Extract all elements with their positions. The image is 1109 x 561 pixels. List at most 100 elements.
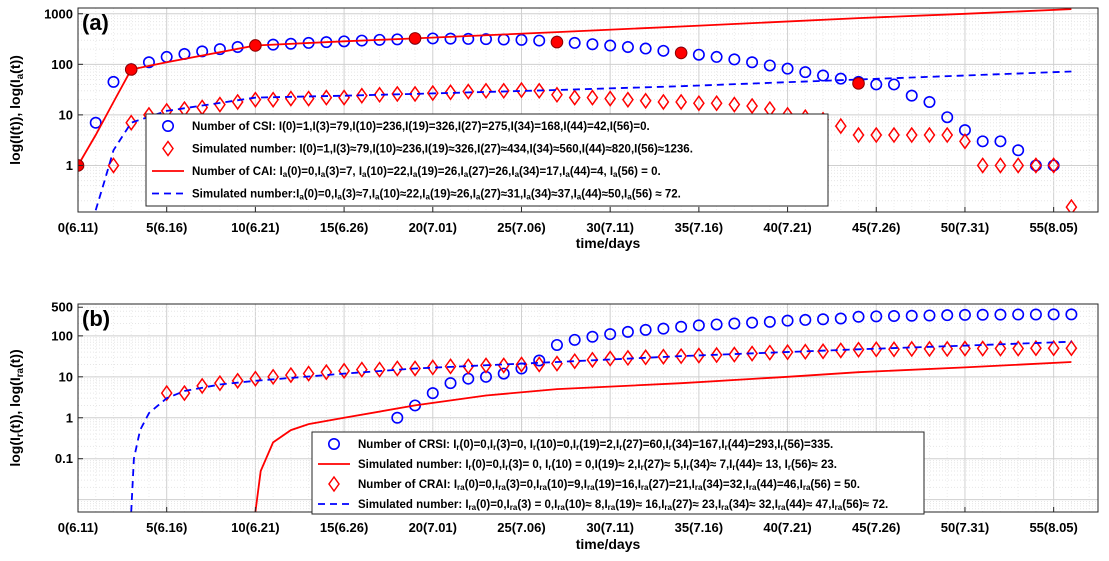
legend-marker-circle bbox=[162, 120, 175, 133]
data-point-diamond bbox=[692, 94, 705, 112]
data-point-diamond bbox=[959, 133, 971, 150]
data-point-diamond bbox=[355, 361, 368, 378]
data-point-circle bbox=[533, 34, 546, 47]
data-point-diamond bbox=[284, 366, 297, 384]
x-tick-label: 25(7.06) bbox=[497, 220, 545, 235]
data-point-circle bbox=[657, 322, 670, 335]
data-point-diamond bbox=[409, 360, 421, 377]
x-tick-label: 40(7.21) bbox=[763, 520, 811, 535]
data-point-diamond bbox=[657, 93, 670, 111]
legend-entry-text: Number of CAI: Ia(0)=0,Ia(3)=7, Ia(10)=2… bbox=[192, 166, 661, 179]
y-tick-label: 500 bbox=[51, 300, 73, 315]
data-point-diamond bbox=[267, 368, 280, 386]
y-tick-label: 1 bbox=[66, 158, 73, 173]
data-point-diamond bbox=[710, 94, 723, 112]
data-point-filled bbox=[852, 77, 865, 90]
data-point-circle bbox=[657, 44, 670, 57]
data-point-diamond bbox=[355, 87, 368, 104]
x-tick-label: 35(7.16) bbox=[675, 220, 723, 235]
data-point-circle bbox=[746, 56, 759, 69]
data-point-diamond bbox=[852, 126, 865, 144]
data-point-diamond bbox=[639, 92, 652, 110]
data-point-circle bbox=[497, 367, 510, 380]
data-point-circle bbox=[675, 320, 688, 333]
data-point-diamond bbox=[444, 358, 457, 375]
data-point-diamond bbox=[426, 359, 439, 376]
x-tick-label: 20(7.01) bbox=[409, 220, 457, 235]
legend-marker-diamond bbox=[162, 140, 174, 157]
data-point-circle bbox=[834, 72, 847, 85]
legend-entry-text: Number of CRSI: Ir(0)=0,Ir(3)=0, Ir(10)=… bbox=[358, 439, 833, 452]
data-point-circle bbox=[692, 48, 705, 61]
data-point-circle bbox=[958, 308, 971, 321]
series-line bbox=[78, 8, 1072, 166]
data-point-diamond bbox=[976, 340, 989, 357]
data-point-diamond bbox=[621, 91, 634, 108]
data-point-diamond bbox=[551, 86, 563, 104]
data-point-diamond bbox=[1012, 157, 1025, 174]
x-tick-label: 0(6.11) bbox=[58, 220, 98, 235]
data-point-filled bbox=[408, 32, 422, 45]
data-point-diamond bbox=[657, 348, 670, 365]
legend-entry-text: Number of CRAI: Ira(0)=0,Ira(3)=0,Ira(10… bbox=[358, 479, 860, 492]
panel-b-chart: 0(6.11) 5(6.16) 10(6.21) 15(6.26) 20(7.01) 25… bbox=[7, 300, 1099, 552]
data-point-diamond bbox=[675, 93, 688, 111]
data-point-diamond bbox=[320, 89, 333, 106]
data-point-circle bbox=[763, 59, 776, 72]
legend-entry-text: Simulated number: Ira(0)=0,Ira(3) = 0,Ir… bbox=[358, 499, 888, 512]
x-tick-label: 55(8.05) bbox=[1029, 220, 1077, 235]
data-point-circle bbox=[639, 42, 652, 55]
data-point-circle bbox=[692, 319, 705, 332]
data-point-diamond bbox=[444, 83, 457, 101]
data-point-circle bbox=[462, 32, 475, 45]
data-point-diamond bbox=[976, 157, 989, 174]
data-point-circle bbox=[852, 310, 865, 323]
data-point-circle bbox=[89, 116, 102, 129]
data-point-diamond bbox=[870, 126, 883, 144]
data-point-diamond bbox=[746, 345, 759, 362]
data-point-circle bbox=[1012, 308, 1025, 321]
x-axis-label: time/days bbox=[576, 536, 641, 552]
x-axis-label: time/days bbox=[576, 235, 641, 251]
data-point-circle bbox=[923, 309, 936, 322]
x-tick-label: 15(6.26) bbox=[320, 520, 368, 535]
data-point-diamond bbox=[196, 377, 209, 395]
data-point-circle bbox=[941, 309, 954, 322]
data-point-circle bbox=[479, 33, 492, 46]
data-point-diamond bbox=[338, 362, 351, 380]
x-tick-label: 30(7.11) bbox=[586, 520, 634, 535]
y-tick-label: 100 bbox=[51, 57, 73, 72]
data-point-diamond bbox=[1065, 198, 1078, 212]
data-point-diamond bbox=[497, 357, 510, 374]
data-point-diamond bbox=[1029, 339, 1042, 357]
data-point-circle bbox=[799, 313, 812, 326]
data-point-circle bbox=[746, 316, 759, 329]
data-point-diamond bbox=[994, 157, 1007, 174]
y-axis-label: log(Ir(t)), log(Ira(t)) bbox=[7, 349, 26, 466]
panel-a-chart: 0(6.11) 5(6.16) 10(6.21) 15(6.26) 20(7.01) 25… bbox=[7, 6, 1099, 251]
data-point-circle bbox=[444, 32, 457, 45]
x-tick-label: 45(7.26) bbox=[852, 520, 900, 535]
legend-marker-circle bbox=[327, 437, 340, 450]
series-dashed-line bbox=[94, 70, 1072, 211]
data-point-circle bbox=[941, 111, 954, 124]
data-point-diamond bbox=[480, 357, 492, 374]
data-point-diamond bbox=[320, 363, 333, 381]
legend-box bbox=[311, 431, 925, 515]
data-point-diamond bbox=[1047, 339, 1060, 357]
data-point-diamond bbox=[710, 346, 723, 364]
x-tick-label: 15(6.26) bbox=[320, 220, 368, 235]
data-point-circle bbox=[142, 56, 155, 69]
data-point-circle bbox=[568, 36, 581, 49]
data-point-circle bbox=[391, 411, 404, 424]
data-point-circle bbox=[994, 135, 1007, 148]
data-point-diamond bbox=[799, 343, 812, 361]
data-point-circle bbox=[728, 53, 741, 66]
data-point-circle bbox=[604, 328, 617, 341]
series-group bbox=[78, 8, 1078, 212]
data-point-circle bbox=[213, 43, 226, 56]
legend-entry-text: Simulated number:Ia(0)=0,Ia(3)≈7,Ia(10)≈… bbox=[192, 189, 681, 202]
data-point-circle bbox=[976, 308, 989, 321]
panel-label: (a) bbox=[82, 10, 109, 35]
data-point-circle bbox=[728, 317, 741, 330]
